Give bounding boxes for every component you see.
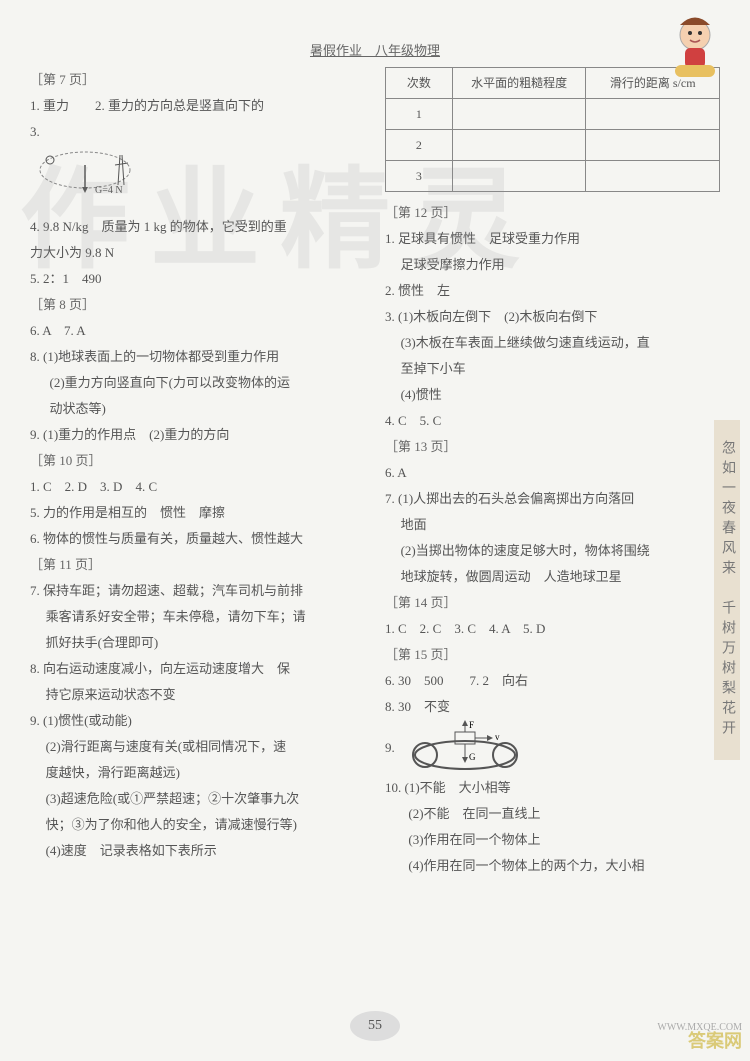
text-line: (4)速度 记录表格如下表所示 bbox=[30, 838, 365, 864]
text-line: 度越快，滑行距离越远) bbox=[30, 760, 365, 786]
svg-text:v: v bbox=[495, 732, 500, 742]
page-number: 55 bbox=[350, 1011, 400, 1041]
text-line: 3. bbox=[30, 119, 365, 145]
text-line: 6. A 7. A bbox=[30, 318, 365, 344]
text-line: 2. 惯性 左 bbox=[385, 278, 720, 304]
text-line: 1. 重力 2. 重力的方向总是竖直向下的 bbox=[30, 93, 365, 119]
text-line: 动状态等) bbox=[30, 396, 365, 422]
text-line: (2)当掷出物体的速度足够大时，物体将围绕 bbox=[385, 538, 720, 564]
text-line: (2)不能 在同一直线上 bbox=[385, 801, 720, 827]
left-column: ［第 7 页］ 1. 重力 2. 重力的方向总是竖直向下的 3. G=4 N 4… bbox=[30, 67, 365, 879]
text-line: 6. 物体的惯性与质量有关，质量越大、惯性越大 bbox=[30, 526, 365, 552]
text-line: (3)超速危险(或①严禁超速；②十次肇事九次 bbox=[30, 786, 365, 812]
page-header: 暑假作业 八年级物理 bbox=[30, 40, 720, 59]
text-line: 9. (1)惯性(或动能) bbox=[30, 708, 365, 734]
text-line: 6. 30 500 7. 2 向右 bbox=[385, 668, 720, 694]
section-p14: ［第 14 页］ bbox=[385, 590, 720, 616]
section-p7: ［第 7 页］ bbox=[30, 67, 365, 93]
text-line: 9. (1)重力的作用点 (2)重力的方向 bbox=[30, 422, 365, 448]
text-line: 1. C 2. D 3. D 4. C bbox=[30, 474, 365, 500]
text-line: 8. 30 不变 bbox=[385, 694, 720, 720]
text-line: 地球旋转，做圆周运动 人造地球卫星 bbox=[385, 564, 720, 590]
cartoon-icon bbox=[660, 10, 730, 80]
text-line: 8. (1)地球表面上的一切物体都受到重力作用 bbox=[30, 344, 365, 370]
text-line: 4. C 5. C bbox=[385, 408, 720, 434]
table-cell: 3 bbox=[386, 161, 453, 192]
diagram-forces: F G v bbox=[405, 720, 525, 775]
text-line: 6. A bbox=[385, 460, 720, 486]
table-cell: 1 bbox=[386, 99, 453, 130]
text-line: 7. 保持车距；请勿超速、超载；汽车司机与前排 bbox=[30, 578, 365, 604]
text-line: 地面 bbox=[385, 512, 720, 538]
data-table: 次数 水平面的粗糙程度 滑行的距离 s/cm 1 2 3 bbox=[385, 67, 720, 192]
text-line: 至掉下小车 bbox=[385, 356, 720, 382]
table-header: 水平面的粗糙程度 bbox=[452, 68, 586, 99]
text-line: 1. C 2. C 3. C 4. A 5. D bbox=[385, 616, 720, 642]
table-header: 次数 bbox=[386, 68, 453, 99]
text-line: 9. bbox=[385, 735, 395, 761]
text-line: 4. 9.8 N/kg 质量为 1 kg 的物体，它受到的重 bbox=[30, 214, 365, 240]
text-line: 乘客请系好安全带；车未停稳，请勿下车；请 bbox=[30, 604, 365, 630]
text-line: 1. 足球具有惯性 足球受重力作用 bbox=[385, 226, 720, 252]
text-line: (4)作用在同一个物体上的两个力，大小相 bbox=[385, 853, 720, 879]
section-p15: ［第 15 页］ bbox=[385, 642, 720, 668]
table-cell: 2 bbox=[386, 130, 453, 161]
text-line: 3. (1)木板向左倒下 (2)木板向右倒下 bbox=[385, 304, 720, 330]
text-line: 抓好扶手(合理即可) bbox=[30, 630, 365, 656]
corner-logo: 答案网 bbox=[688, 1027, 742, 1053]
svg-text:F: F bbox=[469, 720, 474, 730]
svg-text:G: G bbox=[469, 752, 476, 762]
section-p11: ［第 11 页］ bbox=[30, 552, 365, 578]
text-line: 持它原来运动状态不变 bbox=[30, 682, 365, 708]
side-poem: 忽如一夜春风来 千树万树梨花开 bbox=[714, 420, 740, 760]
text-line: (2)重力方向竖直向下(力可以改变物体的运 bbox=[30, 370, 365, 396]
section-p8: ［第 8 页］ bbox=[30, 292, 365, 318]
text-line: 力大小为 9.8 N bbox=[30, 240, 365, 266]
section-p13: ［第 13 页］ bbox=[385, 434, 720, 460]
right-column: 次数 水平面的粗糙程度 滑行的距离 s/cm 1 2 3 ［第 12 页］ 1.… bbox=[385, 67, 720, 879]
text-line: 7. (1)人掷出去的石头总会偏离掷出方向落回 bbox=[385, 486, 720, 512]
svg-text:G=4 N: G=4 N bbox=[95, 185, 123, 196]
text-line: (3)木板在车表面上继续做匀速直线运动，直 bbox=[385, 330, 720, 356]
text-line: (2)滑行距离与速度有关(或相同情况下，速 bbox=[30, 734, 365, 760]
text-line: 5. 2：1 490 bbox=[30, 266, 365, 292]
text-line: (4)惯性 bbox=[385, 382, 720, 408]
text-line: 8. 向右运动速度减小，向左运动速度增大 保 bbox=[30, 656, 365, 682]
text-line: 足球受摩擦力作用 bbox=[385, 252, 720, 278]
section-p10: ［第 10 页］ bbox=[30, 448, 365, 474]
text-line: (3)作用在同一个物体上 bbox=[385, 827, 720, 853]
section-p12: ［第 12 页］ bbox=[385, 200, 720, 226]
text-line: 5. 力的作用是相互的 惯性 摩擦 bbox=[30, 500, 365, 526]
text-line: 10. (1)不能 大小相等 bbox=[385, 775, 720, 801]
text-line: 快；③为了你和他人的安全，请减速慢行等) bbox=[30, 812, 365, 838]
diagram-gravity: G=4 N bbox=[30, 145, 190, 205]
